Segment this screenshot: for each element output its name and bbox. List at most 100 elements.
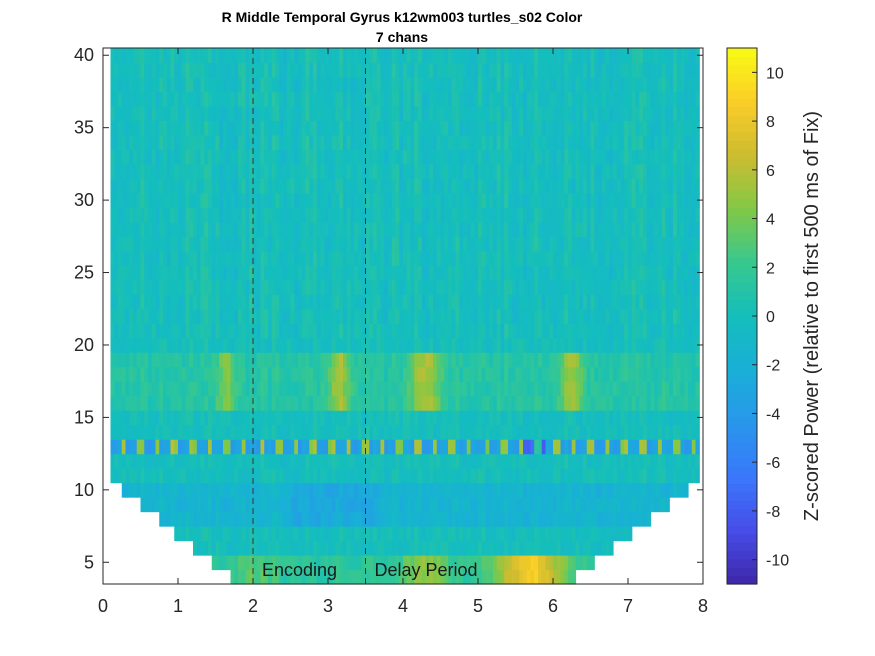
heatmap-cell (114, 120, 119, 136)
heatmap-cell (249, 337, 254, 353)
heatmap-cell (339, 163, 344, 179)
heatmap-cell (616, 192, 622, 208)
heatmap-cell (620, 453, 625, 469)
heatmap-cell (166, 105, 172, 122)
heatmap-cell (148, 48, 153, 64)
heatmap-cell (328, 424, 333, 440)
heatmap-cell (290, 178, 295, 194)
heatmap-cell (526, 236, 532, 252)
heatmap-cell (249, 294, 254, 310)
heatmap-cell (575, 424, 580, 440)
heatmap-cell (500, 62, 505, 78)
heatmap-cell (388, 163, 393, 179)
heatmap-cell (519, 149, 524, 165)
heatmap-cell (121, 323, 127, 339)
heatmap-cell (500, 395, 505, 411)
heatmap-cell (538, 76, 543, 93)
heatmap-cell (361, 410, 367, 426)
heatmap-cell (388, 221, 393, 237)
heatmap-cell (594, 192, 599, 208)
heatmap-cell (380, 62, 385, 78)
heatmap-cell (309, 105, 314, 122)
heatmap-cell (564, 540, 569, 556)
heatmap-cell (298, 323, 303, 339)
heatmap-cell (196, 207, 202, 223)
heatmap-cell (245, 120, 250, 136)
heatmap-cell (538, 395, 543, 411)
heatmap-cell (151, 163, 157, 179)
heatmap-cell (373, 526, 378, 542)
heatmap-cell (133, 439, 138, 455)
heatmap-cell (508, 120, 513, 136)
heatmap-cell (541, 105, 547, 122)
heatmap-cell (609, 149, 614, 165)
heatmap-cell (208, 526, 213, 542)
heatmap-cell (459, 511, 464, 527)
heatmap-cell (583, 163, 588, 179)
heatmap-cell (249, 439, 254, 455)
heatmap-cell (230, 178, 235, 194)
heatmap-cell (511, 395, 517, 411)
heatmap-cell (189, 105, 194, 122)
heatmap-cell (455, 453, 460, 469)
heatmap-cell (583, 424, 588, 440)
heatmap-cell (305, 134, 310, 151)
heatmap-cell (129, 453, 134, 469)
heatmap-cell (384, 236, 389, 252)
heatmap-cell (534, 323, 539, 339)
heatmap-cell (155, 120, 160, 136)
heatmap-cell (118, 178, 123, 194)
heatmap-cell (298, 294, 303, 310)
heatmap-cell (358, 410, 363, 426)
heatmap-cell (320, 62, 325, 78)
heatmap-cell (418, 497, 423, 513)
heatmap-cell (215, 76, 220, 93)
heatmap-cell (346, 48, 352, 64)
heatmap-cell (395, 352, 400, 368)
heatmap-cell (481, 337, 487, 353)
heatmap-cell (331, 120, 337, 136)
heatmap-cell (391, 178, 397, 194)
heatmap-cell (414, 439, 419, 455)
heatmap-cell (343, 192, 348, 208)
heatmap-cell (335, 236, 340, 252)
heatmap-cell (579, 91, 584, 107)
heatmap-cell (208, 178, 213, 194)
heatmap-cell (245, 482, 250, 498)
heatmap-cell (459, 323, 464, 339)
heatmap-cell (350, 366, 355, 382)
heatmap-cell (511, 482, 517, 498)
heatmap-cell (335, 207, 340, 223)
heatmap-cell (346, 192, 352, 208)
heatmap-cell (155, 352, 160, 368)
heatmap-cell (496, 163, 502, 179)
heatmap-cell (448, 62, 453, 78)
heatmap-cell (271, 105, 277, 122)
heatmap-cell (339, 540, 344, 556)
heatmap-cell (436, 482, 442, 498)
heatmap-cell (185, 366, 190, 382)
heatmap-cell (553, 540, 558, 556)
heatmap-cell (598, 62, 603, 78)
heatmap-cell (601, 178, 607, 194)
heatmap-cell (583, 149, 588, 165)
heatmap-cell (493, 134, 498, 151)
heatmap-cell (129, 366, 134, 382)
heatmap-cell (613, 424, 618, 440)
heatmap-cell (189, 424, 194, 440)
heatmap-cell (395, 439, 400, 455)
heatmap-cell (560, 453, 565, 469)
heatmap-cell (260, 308, 265, 324)
heatmap-cell (163, 424, 168, 440)
heatmap-cell (429, 482, 434, 498)
heatmap-cell (350, 497, 355, 513)
heatmap-cell (361, 265, 367, 281)
heatmap-cell (211, 381, 217, 397)
heatmap-cell (519, 163, 524, 179)
heatmap-cell (260, 178, 265, 194)
heatmap-cell (440, 323, 445, 339)
heatmap-cell (114, 323, 119, 339)
heatmap-cell (260, 540, 265, 556)
heatmap-cell (350, 482, 355, 498)
heatmap-cell (256, 497, 262, 513)
